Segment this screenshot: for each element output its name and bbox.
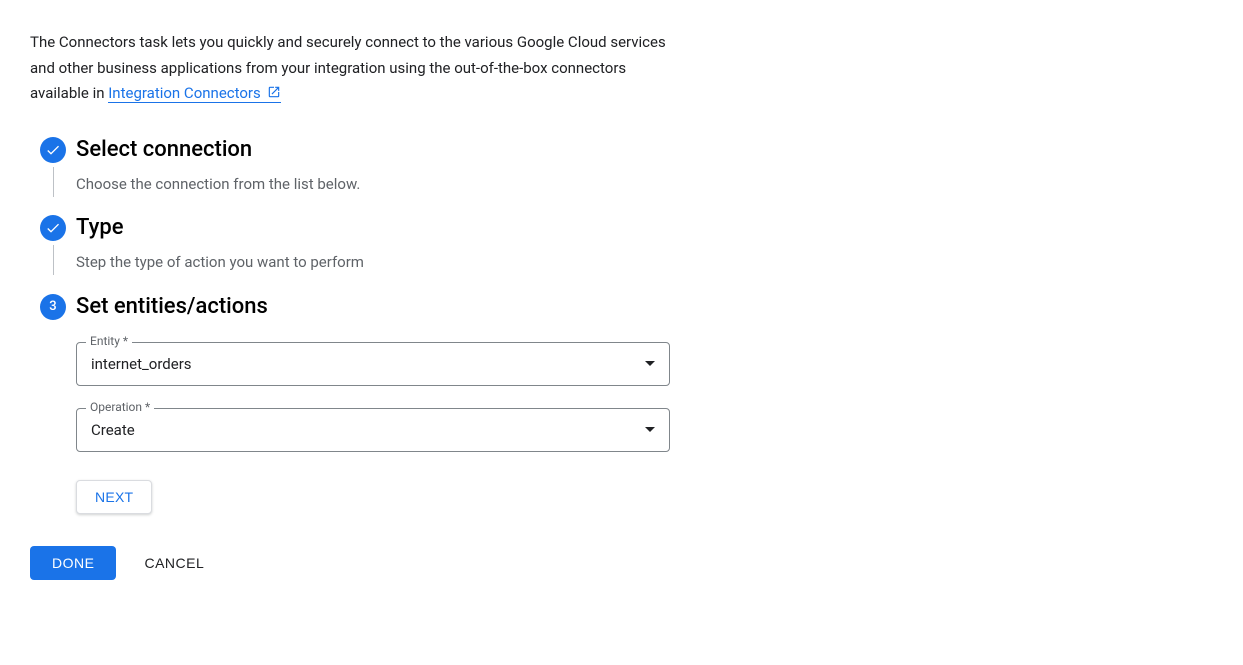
step-3-number-badge: 3	[40, 294, 66, 320]
cancel-button[interactable]: CANCEL	[144, 555, 204, 571]
step-2-title: Type	[76, 215, 1213, 241]
step-1-title: Select connection	[76, 137, 1213, 163]
bottom-actions: DONE CANCEL	[30, 546, 1213, 580]
entity-field: Entity * internet_orders	[76, 342, 670, 386]
step-connector-line	[53, 167, 54, 197]
entity-select[interactable]: internet_orders	[76, 342, 670, 386]
step-2-check-icon	[40, 215, 66, 241]
entity-value: internet_orders	[91, 355, 192, 373]
next-button[interactable]: NEXT	[76, 480, 152, 514]
done-button[interactable]: DONE	[30, 546, 116, 580]
step-1-check-icon	[40, 137, 66, 163]
step-set-entities-actions: 3 Set entities/actions Entity * internet…	[30, 294, 1213, 522]
step-type: Type Step the type of action you want to…	[30, 215, 1213, 294]
entity-label: Entity *	[86, 334, 132, 348]
step-3-title: Set entities/actions	[76, 294, 1213, 320]
chevron-down-icon	[645, 361, 655, 366]
step-1-description: Choose the connection from the list belo…	[76, 173, 1213, 196]
step-select-connection: Select connection Choose the connection …	[30, 137, 1213, 216]
step-connector-line	[53, 245, 54, 275]
operation-select[interactable]: Create	[76, 408, 670, 452]
chevron-down-icon	[645, 427, 655, 432]
intro-paragraph: The Connectors task lets you quickly and…	[30, 30, 670, 107]
operation-value: Create	[91, 421, 135, 439]
operation-field: Operation * Create	[76, 408, 670, 452]
stepper: Select connection Choose the connection …	[30, 137, 1213, 522]
external-link-icon	[267, 82, 281, 96]
integration-connectors-link[interactable]: Integration Connectors	[108, 84, 280, 103]
step-2-description: Step the type of action you want to perf…	[76, 251, 1213, 274]
operation-label: Operation *	[86, 400, 154, 414]
